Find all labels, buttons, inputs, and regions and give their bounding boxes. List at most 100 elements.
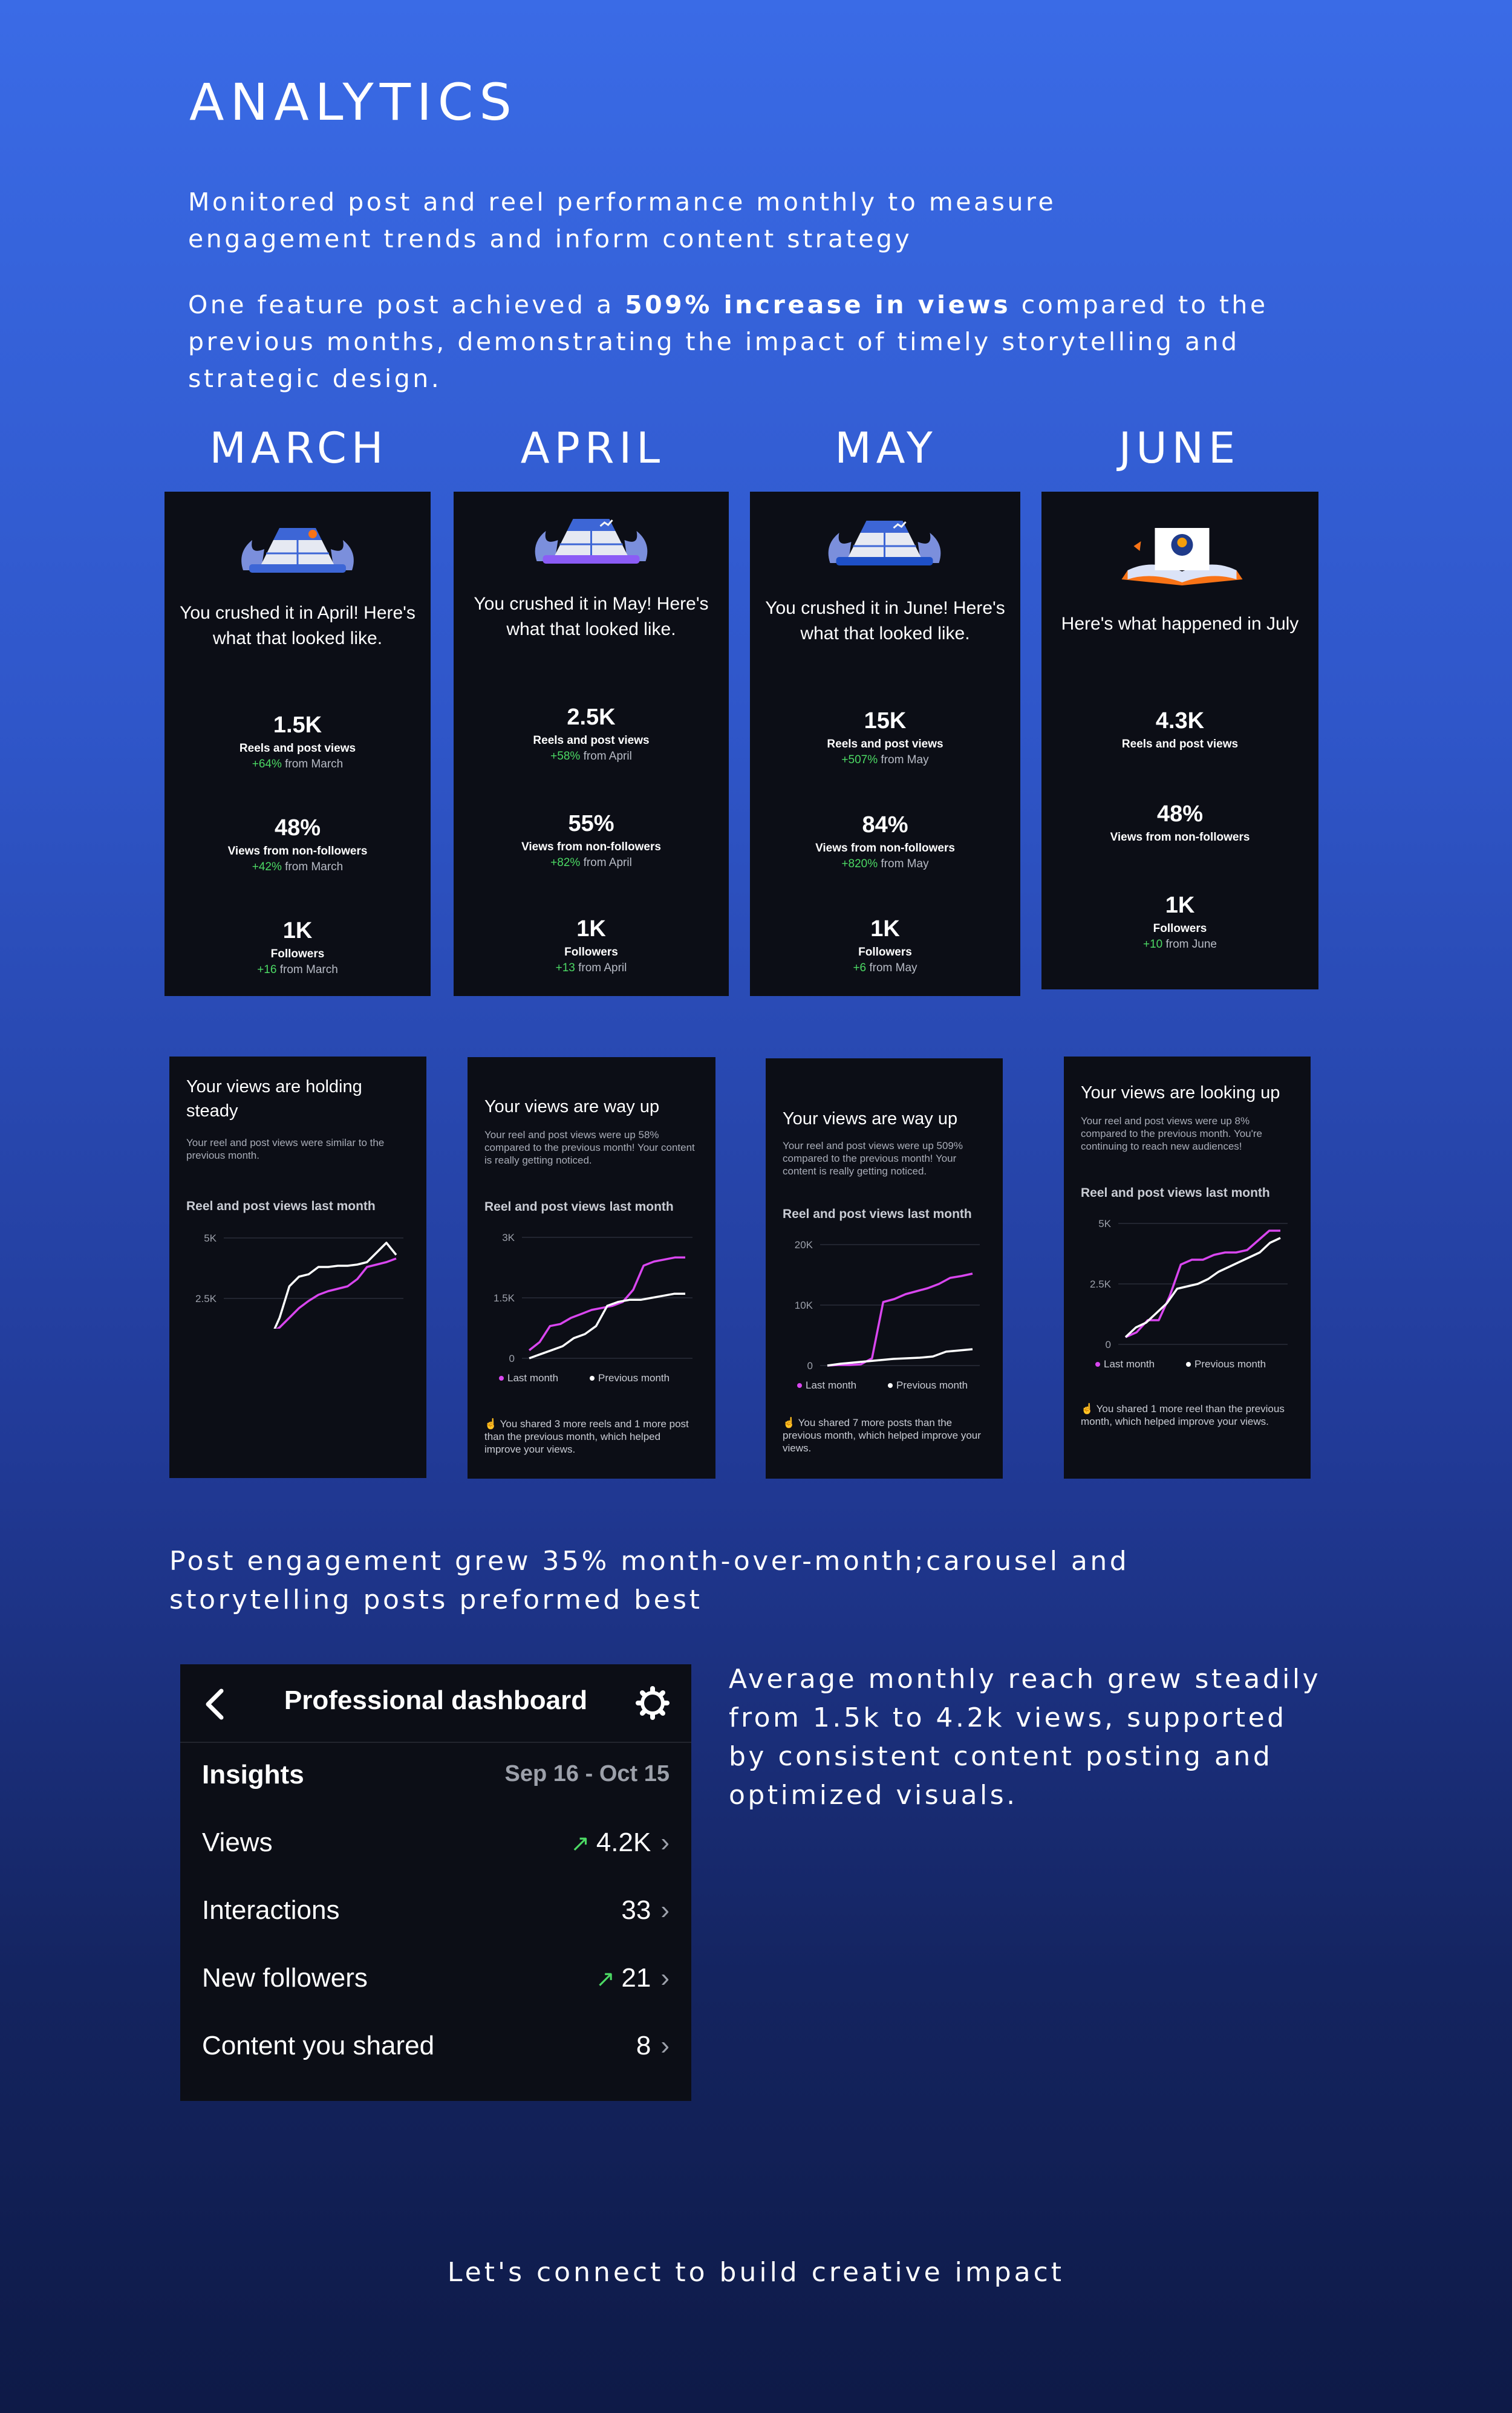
intro-highlight: 509% increase in views bbox=[625, 290, 1011, 319]
settings-gear-icon[interactable] bbox=[636, 1686, 670, 1720]
trend-up-icon: ↗ bbox=[570, 1831, 596, 1857]
previous-month-series-line bbox=[827, 1348, 973, 1367]
stat-label: Reels and post views bbox=[533, 734, 650, 747]
date-range[interactable]: Sep 16 - Oct 15 bbox=[504, 1761, 670, 1786]
month-label-april: APRIL bbox=[520, 423, 665, 473]
chart-title: Your views are holding steady bbox=[186, 1077, 362, 1121]
dashboard-row-new-followers[interactable]: New followers bbox=[202, 1963, 368, 1993]
month-label-may: MAY bbox=[835, 423, 937, 473]
y-tick-label: 3K bbox=[502, 1232, 515, 1243]
y-tick-label: 10K bbox=[795, 1300, 813, 1311]
chart-description: Your reel and post views were up 58% com… bbox=[484, 1129, 695, 1166]
stat-label: Views from non-followers bbox=[815, 842, 955, 855]
stat-change: +64% from March bbox=[252, 758, 344, 770]
dashboard-header: Professional dashboard bbox=[180, 1664, 691, 1743]
engagement-text: Post engagement grew 35% month-over-mont… bbox=[169, 1546, 1130, 1615]
legend-swatch bbox=[888, 1383, 893, 1388]
stat-label: Views from non-followers bbox=[1110, 831, 1250, 844]
intro-text-a: One feature post achieved a bbox=[188, 290, 625, 319]
dashboard-row-views[interactable]: Views bbox=[202, 1828, 273, 1857]
stat-change: +58% from April bbox=[550, 750, 632, 763]
intro-paragraph-2: One feature post achieved a 509% increas… bbox=[188, 287, 1337, 397]
legend-swatch bbox=[1186, 1362, 1191, 1367]
last-month-series-line bbox=[275, 1257, 397, 1329]
stat-change: +16 from March bbox=[257, 963, 338, 976]
professional-dashboard: Professional dashboard Insights Sep 16 -… bbox=[180, 1664, 691, 2101]
chevron-right-icon: › bbox=[660, 1895, 670, 1925]
stat-followers: 1K Followers +6 from May bbox=[750, 916, 1020, 975]
y-tick-label: 0 bbox=[807, 1360, 813, 1372]
chart-note: ☝ You shared 1 more reel than the previo… bbox=[1081, 1403, 1285, 1427]
previous-month-series-line bbox=[273, 1242, 397, 1329]
stat-change: +42% from March bbox=[252, 861, 344, 873]
stat-followers: 1K Followers +13 from April bbox=[454, 916, 729, 975]
content-shared-value[interactable]: 8 › bbox=[636, 2031, 670, 2060]
stat-value: 1K bbox=[870, 916, 900, 942]
back-arrow-icon[interactable] bbox=[203, 1687, 227, 1721]
stat-non-followers: 55% Views from non-followers +82% from A… bbox=[454, 811, 729, 870]
recap-heading: You crushed it in May! Here's what that … bbox=[474, 594, 709, 639]
stat-value: 4.3K bbox=[1155, 708, 1205, 734]
last-month-series-line bbox=[528, 1256, 685, 1352]
stat-value: 1.5K bbox=[273, 712, 322, 738]
stat-change: +82% from April bbox=[550, 856, 632, 869]
interactions-value[interactable]: 33 › bbox=[621, 1895, 670, 1925]
legend-swatch bbox=[1095, 1362, 1100, 1367]
stat-label: Views from non-followers bbox=[521, 841, 661, 853]
stat-label: Followers bbox=[564, 946, 618, 959]
y-tick-label: 0 bbox=[1106, 1339, 1111, 1350]
stat-views: 4.3K Reels and post views bbox=[1041, 708, 1318, 751]
previous-month-series-line bbox=[529, 1292, 685, 1360]
reach-text: Average monthly reach grew steadily from… bbox=[729, 1664, 1321, 1811]
chart-title: Your views are looking up bbox=[1081, 1083, 1280, 1102]
views-line-chart: 20K 10K 0 Last month Previous month bbox=[795, 1239, 980, 1391]
trend-up-icon: ↗ bbox=[595, 1967, 622, 1992]
chart-subtitle: Reel and post views last month bbox=[484, 1200, 674, 1214]
stat-non-followers: 84% Views from non-followers +820% from … bbox=[750, 812, 1020, 871]
y-tick-label: 5K bbox=[204, 1233, 217, 1244]
recap-heading: You crushed it in June! Here's what that… bbox=[765, 598, 1005, 643]
stat-label: Reels and post views bbox=[1121, 738, 1239, 751]
chart-note: ☝ You shared 3 more reels and 1 more pos… bbox=[484, 1418, 689, 1455]
stat-change: +13 from April bbox=[555, 962, 627, 974]
legend-swatch bbox=[590, 1376, 595, 1381]
chevron-right-icon: › bbox=[660, 1963, 670, 1993]
views-chart-card-1: Your views are holding steady Your reel … bbox=[169, 1057, 426, 1478]
recap-card-may: You crushed it in June! Here's what that… bbox=[750, 492, 1020, 996]
thumbs-up-icon: ☝ bbox=[1081, 1403, 1097, 1415]
legend-label: Last month bbox=[1104, 1358, 1155, 1370]
y-tick-label: 2.5K bbox=[1090, 1278, 1112, 1290]
views-chart-card-2: Your views are way up Your reel and post… bbox=[468, 1057, 715, 1479]
stage-illustration-icon bbox=[828, 521, 941, 565]
recap-card-april: You crushed it in May! Here's what that … bbox=[454, 492, 729, 996]
dashboard-row-content-shared[interactable]: Content you shared bbox=[202, 2031, 435, 2060]
recap-card-march: You crushed it in April! Here's what tha… bbox=[165, 492, 431, 996]
chart-description: Your reel and post views were similar to… bbox=[186, 1137, 385, 1161]
stat-value: 1K bbox=[1165, 893, 1195, 918]
y-tick-label: 5K bbox=[1098, 1218, 1111, 1229]
chart-subtitle: Reel and post views last month bbox=[1081, 1186, 1270, 1200]
views-value[interactable]: ↗ 4.2K › bbox=[570, 1828, 670, 1857]
stat-value: 2.5K bbox=[567, 705, 616, 730]
intro-paragraph-1: Monitored post and reel performance mont… bbox=[188, 187, 1057, 253]
stat-label: Views from non-followers bbox=[227, 845, 368, 858]
legend-swatch bbox=[499, 1376, 504, 1381]
month-label-march: MARCH bbox=[209, 423, 388, 473]
stat-change: +10 from June bbox=[1143, 938, 1217, 951]
new-followers-value[interactable]: ↗ 21 › bbox=[595, 1963, 670, 1993]
stat-value: 48% bbox=[1156, 801, 1204, 827]
views-chart-card-3: Your views are way up Your reel and post… bbox=[766, 1058, 1003, 1479]
stat-value: 1K bbox=[282, 918, 313, 943]
thumbs-up-icon: ☝ bbox=[484, 1418, 500, 1430]
y-tick-label: 20K bbox=[795, 1239, 813, 1251]
chart-note: ☝ You shared 7 more posts than the previ… bbox=[783, 1417, 981, 1454]
stat-views: 15K Reels and post views +507% from May bbox=[750, 708, 1020, 767]
stat-non-followers: 48% Views from non-followers bbox=[1041, 801, 1318, 844]
stat-non-followers: 48% Views from non-followers +42% from M… bbox=[165, 815, 431, 874]
stat-value: 1K bbox=[576, 916, 606, 942]
chart-description: Your reel and post views were up 509% co… bbox=[783, 1140, 963, 1177]
dashboard-row-interactions[interactable]: Interactions bbox=[202, 1895, 340, 1925]
stat-change: +6 from May bbox=[853, 962, 917, 974]
